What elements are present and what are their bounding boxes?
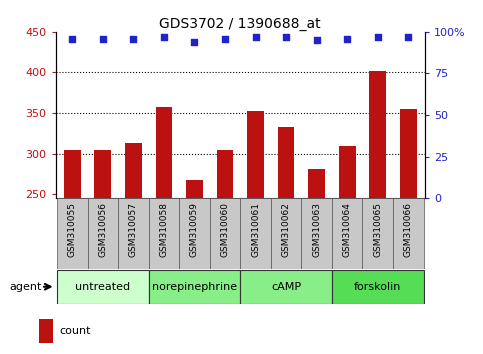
- Bar: [156, 107, 172, 198]
- Text: GSM310059: GSM310059: [190, 202, 199, 257]
- Text: GSM310065: GSM310065: [373, 202, 382, 257]
- Point: [160, 34, 168, 40]
- Bar: [87, 198, 118, 269]
- Text: GSM310061: GSM310061: [251, 202, 260, 257]
- Bar: [57, 270, 149, 304]
- Point: [313, 37, 321, 43]
- Text: cAMP: cAMP: [271, 282, 301, 292]
- Bar: [332, 270, 424, 304]
- Bar: [332, 198, 362, 269]
- Bar: [64, 149, 81, 198]
- Text: untreated: untreated: [75, 282, 130, 292]
- Point: [374, 34, 382, 40]
- Point: [191, 39, 199, 45]
- Text: norepinephrine: norepinephrine: [152, 282, 237, 292]
- Point: [99, 36, 107, 41]
- Bar: [210, 198, 241, 269]
- Bar: [241, 198, 271, 269]
- Text: agent: agent: [10, 282, 42, 292]
- Bar: [39, 319, 53, 343]
- Point: [404, 34, 412, 40]
- Bar: [179, 198, 210, 269]
- Point: [69, 36, 76, 41]
- Bar: [149, 270, 241, 304]
- Text: GSM310066: GSM310066: [404, 202, 413, 257]
- Text: GSM310057: GSM310057: [129, 202, 138, 257]
- Point: [343, 36, 351, 41]
- Point: [252, 34, 259, 40]
- Point: [221, 36, 229, 41]
- Bar: [400, 109, 417, 198]
- Bar: [217, 149, 233, 198]
- Bar: [149, 198, 179, 269]
- Bar: [186, 181, 203, 198]
- Bar: [271, 198, 301, 269]
- Bar: [57, 198, 87, 269]
- Text: GSM310058: GSM310058: [159, 202, 169, 257]
- Bar: [339, 146, 355, 198]
- Bar: [362, 198, 393, 269]
- Title: GDS3702 / 1390688_at: GDS3702 / 1390688_at: [159, 17, 321, 31]
- Bar: [308, 169, 325, 198]
- Text: GSM310063: GSM310063: [312, 202, 321, 257]
- Text: forskolin: forskolin: [354, 282, 401, 292]
- Point: [129, 36, 137, 41]
- Bar: [278, 127, 295, 198]
- Bar: [95, 149, 111, 198]
- Bar: [247, 112, 264, 198]
- Bar: [369, 71, 386, 198]
- Text: GSM310055: GSM310055: [68, 202, 77, 257]
- Bar: [118, 198, 149, 269]
- Text: GSM310056: GSM310056: [99, 202, 107, 257]
- Text: count: count: [59, 326, 91, 336]
- Bar: [125, 143, 142, 198]
- Bar: [393, 198, 424, 269]
- Point: [282, 34, 290, 40]
- Bar: [301, 198, 332, 269]
- Text: GSM310064: GSM310064: [342, 202, 352, 257]
- Bar: [241, 270, 332, 304]
- Text: GSM310062: GSM310062: [282, 202, 291, 257]
- Text: GSM310060: GSM310060: [221, 202, 229, 257]
